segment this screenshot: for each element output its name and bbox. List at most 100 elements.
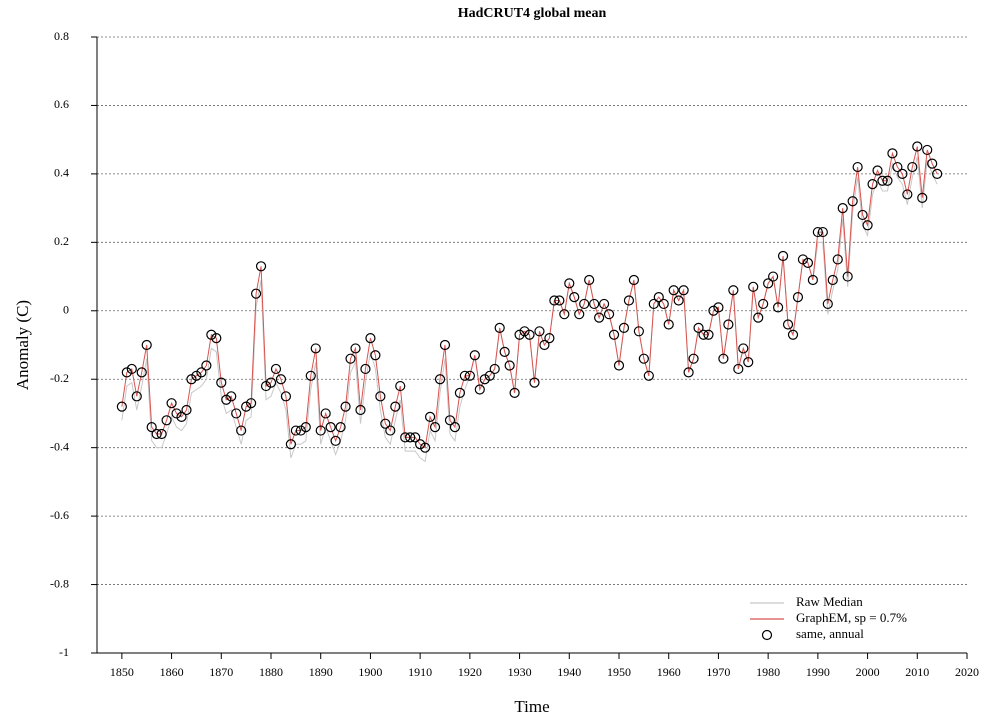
annual-point — [300, 422, 311, 433]
annual-point — [872, 165, 883, 176]
annual-point — [176, 411, 187, 422]
annual-point — [777, 250, 789, 262]
annual-point — [663, 319, 674, 330]
annual-point — [618, 322, 630, 333]
annual-point — [743, 357, 754, 368]
annual-point — [549, 295, 560, 306]
annual-point — [146, 422, 157, 433]
annual-point — [216, 377, 227, 388]
annual-point — [375, 391, 386, 402]
annual-point — [181, 404, 192, 416]
annual-point — [782, 319, 794, 330]
y-tick-label: 0.8 — [54, 29, 69, 43]
annual-point — [275, 374, 287, 385]
annual-point — [862, 220, 873, 231]
annual-point — [882, 175, 893, 186]
annual-point — [688, 353, 699, 364]
annual-point — [559, 309, 570, 320]
series-line — [121, 146, 938, 449]
x-tick-label: 1950 — [607, 665, 631, 679]
annual-point — [643, 370, 654, 381]
annual-point — [812, 226, 823, 238]
annual-point — [350, 343, 361, 354]
x-tick-label: 1850 — [110, 665, 134, 679]
annual-point — [524, 329, 535, 340]
annual-point — [822, 298, 833, 310]
annual-point — [842, 271, 853, 282]
annual-point — [320, 408, 331, 419]
annual-point — [370, 350, 381, 361]
annual-point — [927, 158, 938, 169]
annual-point — [598, 298, 610, 310]
annual-point — [529, 377, 540, 388]
annual-point — [574, 309, 585, 320]
annual-point — [907, 161, 918, 173]
annual-point — [325, 422, 336, 433]
annual-point — [877, 175, 888, 186]
annual-point — [395, 380, 406, 392]
annual-point — [728, 285, 739, 296]
annual-point — [355, 404, 366, 416]
x-tick-label: 1940 — [557, 665, 581, 679]
annual-point — [544, 333, 555, 344]
annual-point — [400, 432, 411, 443]
annual-point — [345, 353, 356, 364]
y-tick-label: -0.6 — [50, 508, 69, 522]
y-axis-label: Anomaly (C) — [13, 300, 32, 390]
annual-point — [509, 387, 520, 399]
annual-point — [231, 408, 242, 419]
annual-point — [693, 322, 704, 333]
annual-point — [723, 319, 734, 330]
annual-point — [469, 350, 480, 361]
annual-point — [161, 415, 172, 426]
annual-point — [678, 285, 689, 296]
annual-point — [449, 422, 461, 433]
annual-point — [434, 374, 446, 385]
annual-point — [494, 322, 505, 333]
annual-point — [807, 274, 818, 286]
annual-point — [489, 363, 500, 375]
annual-point — [131, 391, 142, 402]
annual-point — [658, 298, 669, 310]
annual-point — [653, 291, 664, 303]
y-tick-label: -1 — [59, 645, 69, 659]
annual-point — [628, 274, 640, 286]
annual-point — [429, 422, 441, 433]
annual-point — [385, 425, 396, 436]
annual-point — [504, 360, 515, 371]
annual-point — [420, 442, 431, 453]
annual-point — [454, 387, 466, 399]
annual-point — [166, 398, 177, 409]
x-axis-label: Time — [514, 697, 549, 716]
legend-label: Raw Median — [796, 594, 863, 609]
x-tick-label: 1860 — [160, 665, 184, 679]
annual-point — [718, 353, 729, 364]
x-tick-label: 1900 — [358, 665, 382, 679]
annual-point — [887, 148, 898, 159]
annual-point — [141, 339, 152, 351]
annual-point — [857, 209, 868, 221]
x-tick-label: 1980 — [756, 665, 780, 679]
annual-point — [310, 343, 321, 354]
annual-point — [584, 274, 595, 286]
annual-point — [912, 141, 923, 152]
annual-point — [126, 363, 137, 375]
annual-point — [410, 432, 421, 443]
x-tick-label: 1910 — [408, 665, 432, 679]
x-tick-label: 1960 — [657, 665, 681, 679]
annual-point — [713, 302, 724, 313]
annual-point — [444, 415, 456, 426]
y-tick-label: 0 — [63, 303, 69, 317]
x-tick-label: 1930 — [508, 665, 532, 679]
annual-point — [246, 398, 257, 409]
annual-point — [236, 425, 247, 436]
annual-point — [201, 360, 212, 371]
annual-point — [763, 278, 774, 289]
annual-point — [922, 144, 933, 156]
annual-point — [867, 179, 878, 190]
annual-point — [116, 401, 127, 412]
y-tick-label: 0.6 — [54, 97, 69, 111]
annual-point — [648, 298, 659, 310]
x-tick-label: 1970 — [706, 665, 730, 679]
